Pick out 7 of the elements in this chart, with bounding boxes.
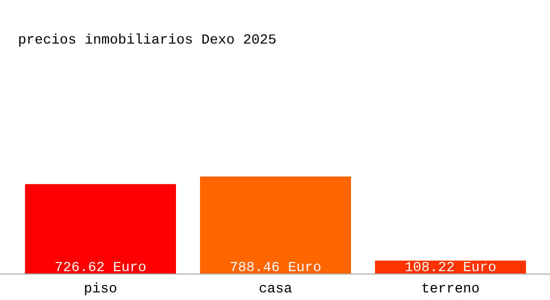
data-label: 788.46 Euro [230, 262, 320, 272]
chart-title: precios inmobiliarios Dexo 2025 [19, 34, 276, 46]
x-tick-label: piso [85, 282, 116, 296]
x-tick-label: terreno [422, 283, 479, 293]
x-tick-label: casa [260, 284, 292, 293]
data-label: 108.22 Euro [406, 262, 496, 272]
data-label: 726.62 Euro [56, 262, 146, 272]
